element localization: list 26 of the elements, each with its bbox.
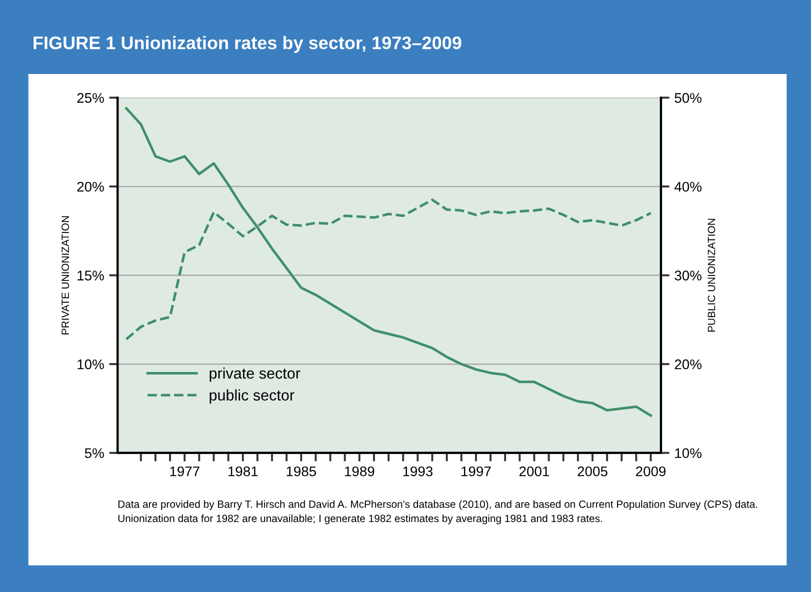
- text: Data are provided by Barry T. Hirsch and David A. McPherson's database (2010), and are based on Current Population Survey (CPS) data. Unionization data for 1982 are unavailable; I generate 1982 estimates by averaging 1981 and 1983 rates.: [118, 500, 758, 524]
- y-tick-label: 10%: [78, 359, 104, 370]
- x-tick-label: 2005: [578, 466, 608, 476]
- y-axis-title: PRIVATE UNIONIZATION: [62, 216, 69, 334]
- x-tick-label: 1989: [345, 466, 374, 476]
- y-tick-label: 5%: [84, 448, 104, 458]
- x-tick-label: 1985: [286, 466, 316, 476]
- y-tick-label: 20%: [77, 182, 104, 192]
- line-series: [125, 107, 652, 417]
- x-tick-label: 1997: [462, 466, 491, 476]
- x-tick-label: 1981: [228, 466, 258, 476]
- legend-label: private sector: [210, 367, 300, 382]
- x-tick-label: 2001: [519, 466, 549, 476]
- y-tick-label: 15%: [78, 270, 104, 280]
- y2-axis-title: PUBLIC UNIONIZATION: [708, 218, 716, 332]
- x-tick-label: 2009: [636, 466, 666, 476]
- y2-tick-label: 10%: [675, 448, 702, 458]
- y2-tick-label: 20%: [674, 359, 702, 370]
- chart-title: FIGURE 1 Unionization rates by sector, 1973–2009: [34, 36, 462, 53]
- y2-tick-label: 30%: [674, 270, 702, 280]
- y2-tick-label: 50%: [674, 93, 702, 103]
- y2-tick-label: 40%: [674, 182, 702, 192]
- x-tick-label: 1977: [170, 466, 200, 476]
- legend-label: public sector: [210, 389, 294, 404]
- y-tick-label: 25%: [77, 93, 104, 103]
- x-tick-label: 1993: [403, 466, 433, 476]
